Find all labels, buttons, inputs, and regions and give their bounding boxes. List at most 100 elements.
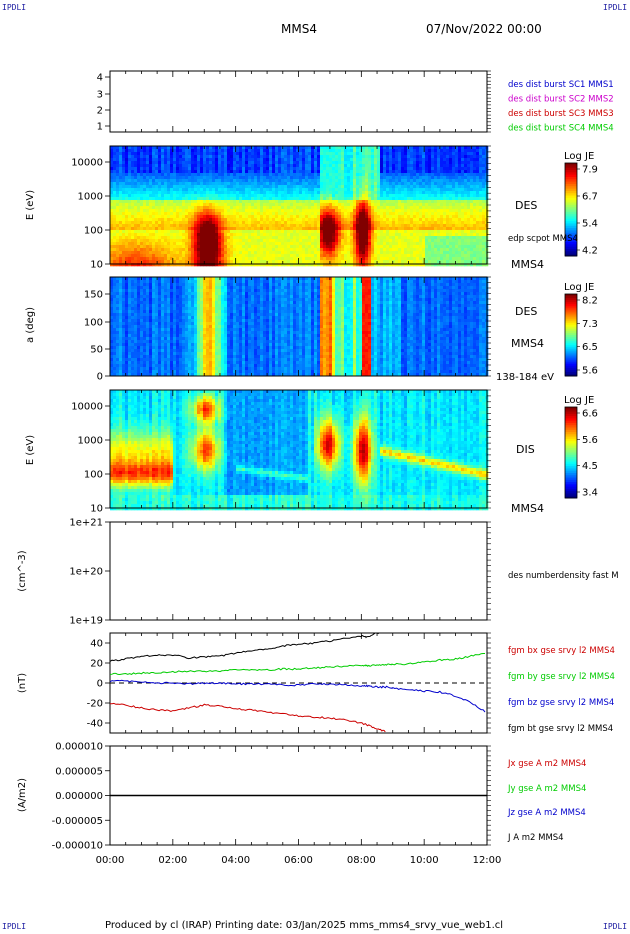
des-energy-cell bbox=[158, 149, 162, 153]
des-energy-cell bbox=[410, 254, 414, 258]
des-energy-cells bbox=[110, 146, 489, 267]
des-energy-cell bbox=[311, 239, 315, 243]
des-energy-cell bbox=[404, 182, 408, 186]
des-energy-cell bbox=[149, 236, 153, 240]
des-energy-cell bbox=[314, 212, 318, 216]
des-energy-cell bbox=[350, 170, 354, 174]
des-energy-cell bbox=[224, 194, 228, 198]
des-energy-cell bbox=[395, 224, 399, 228]
des-energy-cell bbox=[296, 257, 300, 261]
des-energy-cell bbox=[296, 173, 300, 177]
des-energy-cell bbox=[167, 218, 171, 222]
des-energy-cell bbox=[176, 194, 180, 198]
des-energy-cell bbox=[182, 197, 186, 201]
des-energy-cell bbox=[380, 248, 384, 252]
des-energy-cell bbox=[449, 212, 453, 216]
des-energy-cell bbox=[119, 203, 123, 207]
des-energy-cell bbox=[431, 254, 435, 258]
des-energy-cell bbox=[410, 242, 414, 246]
des-energy-cell bbox=[227, 173, 231, 177]
des-energy-cell bbox=[395, 185, 399, 189]
des-energy-cell bbox=[383, 215, 387, 219]
des-energy-cell bbox=[329, 176, 333, 180]
des-energy-cell bbox=[284, 188, 288, 192]
des-energy-cell bbox=[293, 185, 297, 189]
des-energy-cell bbox=[194, 203, 198, 207]
des-energy-cell bbox=[458, 242, 462, 246]
des-energy-cell bbox=[245, 197, 249, 201]
des-energy-cell bbox=[221, 179, 225, 183]
des-energy-cell bbox=[281, 194, 285, 198]
des-energy-cell bbox=[380, 239, 384, 243]
des-energy-cell bbox=[353, 194, 357, 198]
des-energy-cell bbox=[278, 245, 282, 249]
des-energy-cell bbox=[449, 263, 453, 267]
des-energy-cell bbox=[371, 221, 375, 225]
des-energy-cell bbox=[380, 161, 384, 165]
des-energy-cell bbox=[200, 146, 204, 150]
des-energy-cell bbox=[374, 215, 378, 219]
des-energy-cell bbox=[155, 239, 159, 243]
des-energy-cell bbox=[371, 215, 375, 219]
des-energy-cell bbox=[248, 239, 252, 243]
des-energy-cell bbox=[167, 236, 171, 240]
des-energy-cell bbox=[269, 182, 273, 186]
des-energy-cell bbox=[218, 227, 222, 231]
des-energy-cell bbox=[422, 164, 426, 168]
des-energy-cell bbox=[365, 251, 369, 255]
des-energy-cell bbox=[185, 203, 189, 207]
des-energy-cell bbox=[413, 251, 417, 255]
des-energy-cell bbox=[446, 176, 450, 180]
des-energy-cell bbox=[404, 167, 408, 171]
des-energy-cell bbox=[458, 203, 462, 207]
des-energy-cell bbox=[179, 239, 183, 243]
des-energy-cell bbox=[236, 230, 240, 234]
des-energy-cell bbox=[377, 257, 381, 261]
des-energy-cell bbox=[236, 248, 240, 252]
des-energy-cell bbox=[176, 185, 180, 189]
des-energy-cell bbox=[269, 218, 273, 222]
des-energy-cell bbox=[419, 236, 423, 240]
des-energy-cell bbox=[290, 191, 294, 195]
des-energy-cell bbox=[416, 149, 420, 153]
des-energy-cell bbox=[113, 191, 117, 195]
des-energy-cell bbox=[275, 263, 279, 267]
des-energy-cell bbox=[434, 182, 438, 186]
des-energy-cell bbox=[317, 173, 321, 177]
des-energy-cell bbox=[314, 218, 318, 222]
des-energy-cell bbox=[191, 146, 195, 150]
des-energy-cell bbox=[341, 167, 345, 171]
des-energy-cell bbox=[299, 185, 303, 189]
des-energy-cell bbox=[326, 185, 330, 189]
des-energy-cell bbox=[416, 236, 420, 240]
des-energy-cell bbox=[290, 239, 294, 243]
des-energy-cell bbox=[245, 233, 249, 237]
des-energy-cell bbox=[362, 167, 366, 171]
des-energy-cell bbox=[353, 215, 357, 219]
des-energy-cell bbox=[287, 218, 291, 222]
des-energy-cell bbox=[242, 170, 246, 174]
des-energy-cell bbox=[431, 257, 435, 261]
des-energy-cell bbox=[125, 236, 129, 240]
des-energy-cell bbox=[335, 263, 339, 267]
des-energy-cell bbox=[194, 179, 198, 183]
des-energy-cell bbox=[146, 146, 150, 150]
des-energy-cell bbox=[182, 164, 186, 168]
des-energy-cell bbox=[203, 173, 207, 177]
des-energy-cell bbox=[296, 149, 300, 153]
des-energy-cell bbox=[392, 221, 396, 225]
des-energy-cell bbox=[170, 146, 174, 150]
des-energy-cell bbox=[239, 215, 243, 219]
des-energy-cell bbox=[392, 206, 396, 210]
des-energy-cell bbox=[413, 257, 417, 261]
des-energy-cell bbox=[335, 197, 339, 201]
des-energy-cell bbox=[299, 146, 303, 150]
des-energy-cell bbox=[164, 209, 168, 213]
des-energy-cell bbox=[395, 218, 399, 222]
des-energy-cell bbox=[149, 170, 153, 174]
des-energy-cell bbox=[188, 242, 192, 246]
des-energy-cell bbox=[233, 245, 237, 249]
des-energy-cell bbox=[398, 230, 402, 234]
des-energy-cell bbox=[170, 260, 174, 264]
des-energy-cell bbox=[131, 236, 135, 240]
